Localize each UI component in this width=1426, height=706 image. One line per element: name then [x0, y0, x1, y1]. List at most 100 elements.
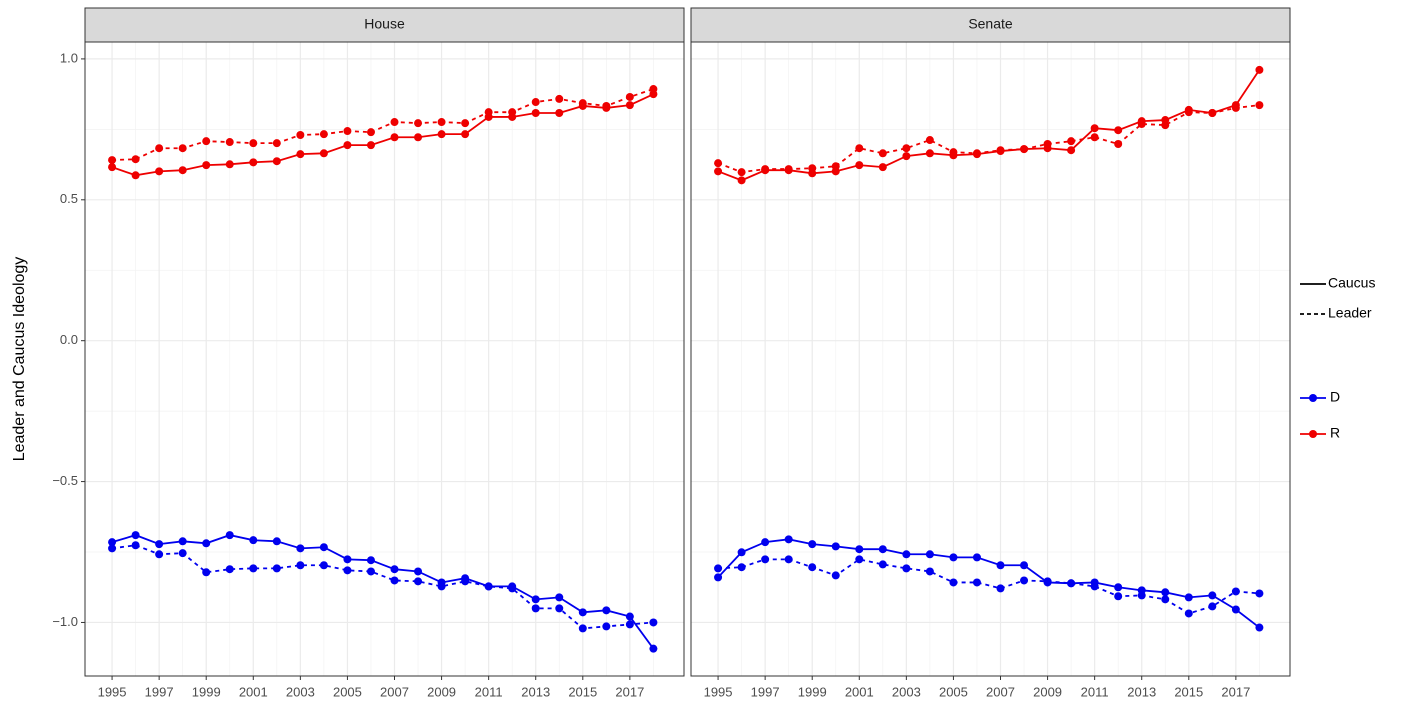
point: [1114, 592, 1123, 601]
point: [855, 545, 864, 554]
strip-label: Senate: [968, 16, 1013, 32]
point: [225, 531, 234, 540]
x-tick-label: 2009: [427, 684, 456, 699]
point: [1114, 140, 1123, 149]
point: [625, 620, 634, 629]
point: [578, 624, 587, 633]
point: [366, 128, 375, 137]
point: [1231, 605, 1240, 614]
point: [1208, 109, 1217, 118]
point: [1137, 591, 1146, 600]
y-tick-label: −0.5: [52, 473, 78, 488]
point: [1161, 595, 1170, 604]
point: [131, 531, 140, 540]
point: [225, 138, 234, 147]
point: [925, 136, 934, 145]
point: [414, 119, 423, 128]
point: [1208, 602, 1217, 611]
x-tick-label: 1995: [704, 684, 733, 699]
point: [1184, 609, 1193, 618]
point: [1255, 65, 1264, 74]
point: [996, 584, 1005, 593]
point: [831, 542, 840, 551]
panel-background: [85, 42, 684, 676]
point: [1208, 591, 1217, 600]
x-tick-label: 2017: [1221, 684, 1250, 699]
x-tick-label: 2015: [568, 684, 597, 699]
point: [272, 157, 281, 166]
point: [737, 563, 746, 572]
point: [714, 159, 723, 168]
x-tick-label: 2001: [239, 684, 268, 699]
series-line: [717, 104, 1260, 174]
point: [343, 141, 352, 150]
point: [625, 612, 634, 621]
point: [555, 604, 564, 613]
point: [878, 163, 887, 172]
x-tick-label: 1997: [145, 684, 174, 699]
point: [272, 139, 281, 148]
point: [649, 644, 658, 653]
x-tick-label: 1999: [192, 684, 221, 699]
x-tick-label: 2003: [892, 684, 921, 699]
point: [225, 565, 234, 574]
point: [625, 92, 634, 101]
point: [1114, 126, 1123, 135]
point: [1161, 588, 1170, 597]
point: [390, 576, 399, 585]
point: [996, 561, 1005, 570]
point: [737, 168, 746, 177]
point: [366, 556, 375, 565]
point: [949, 553, 958, 562]
point: [272, 564, 281, 573]
point: [531, 604, 540, 613]
point: [996, 146, 1005, 155]
strip-label: House: [364, 16, 405, 32]
point: [131, 171, 140, 180]
point: [855, 144, 864, 153]
point: [343, 127, 352, 136]
point: [249, 139, 258, 148]
point: [508, 584, 517, 593]
point: [202, 539, 211, 548]
point: [949, 578, 958, 587]
point: [902, 144, 911, 153]
point: [949, 148, 958, 157]
point: [366, 141, 375, 150]
point: [1255, 589, 1264, 598]
point: [1231, 587, 1240, 596]
point: [249, 536, 258, 545]
point: [714, 564, 723, 573]
point: [155, 167, 164, 176]
x-tick-label: 2011: [1081, 684, 1109, 699]
point: [1067, 579, 1076, 588]
point: [902, 564, 911, 573]
point: [319, 543, 328, 552]
x-tick-label: 1999: [798, 684, 827, 699]
point: [484, 108, 493, 117]
point: [1020, 145, 1029, 154]
point: [249, 564, 258, 573]
point: [461, 577, 470, 586]
point: [437, 118, 446, 127]
point: [1043, 577, 1052, 586]
point: [131, 541, 140, 550]
point: [272, 537, 281, 546]
point: [761, 538, 770, 547]
point: [808, 164, 817, 173]
series-line: [111, 93, 654, 177]
point: [784, 165, 793, 174]
point: [784, 555, 793, 564]
point: [155, 144, 164, 153]
point: [1090, 124, 1099, 133]
point: [508, 108, 517, 117]
point: [155, 550, 164, 559]
point: [925, 149, 934, 158]
x-tick-label: 2013: [1127, 684, 1156, 699]
point: [602, 606, 611, 615]
point: [1090, 582, 1099, 591]
point: [737, 548, 746, 557]
legend-label: R: [1330, 425, 1340, 441]
point: [390, 565, 399, 574]
point: [319, 561, 328, 570]
